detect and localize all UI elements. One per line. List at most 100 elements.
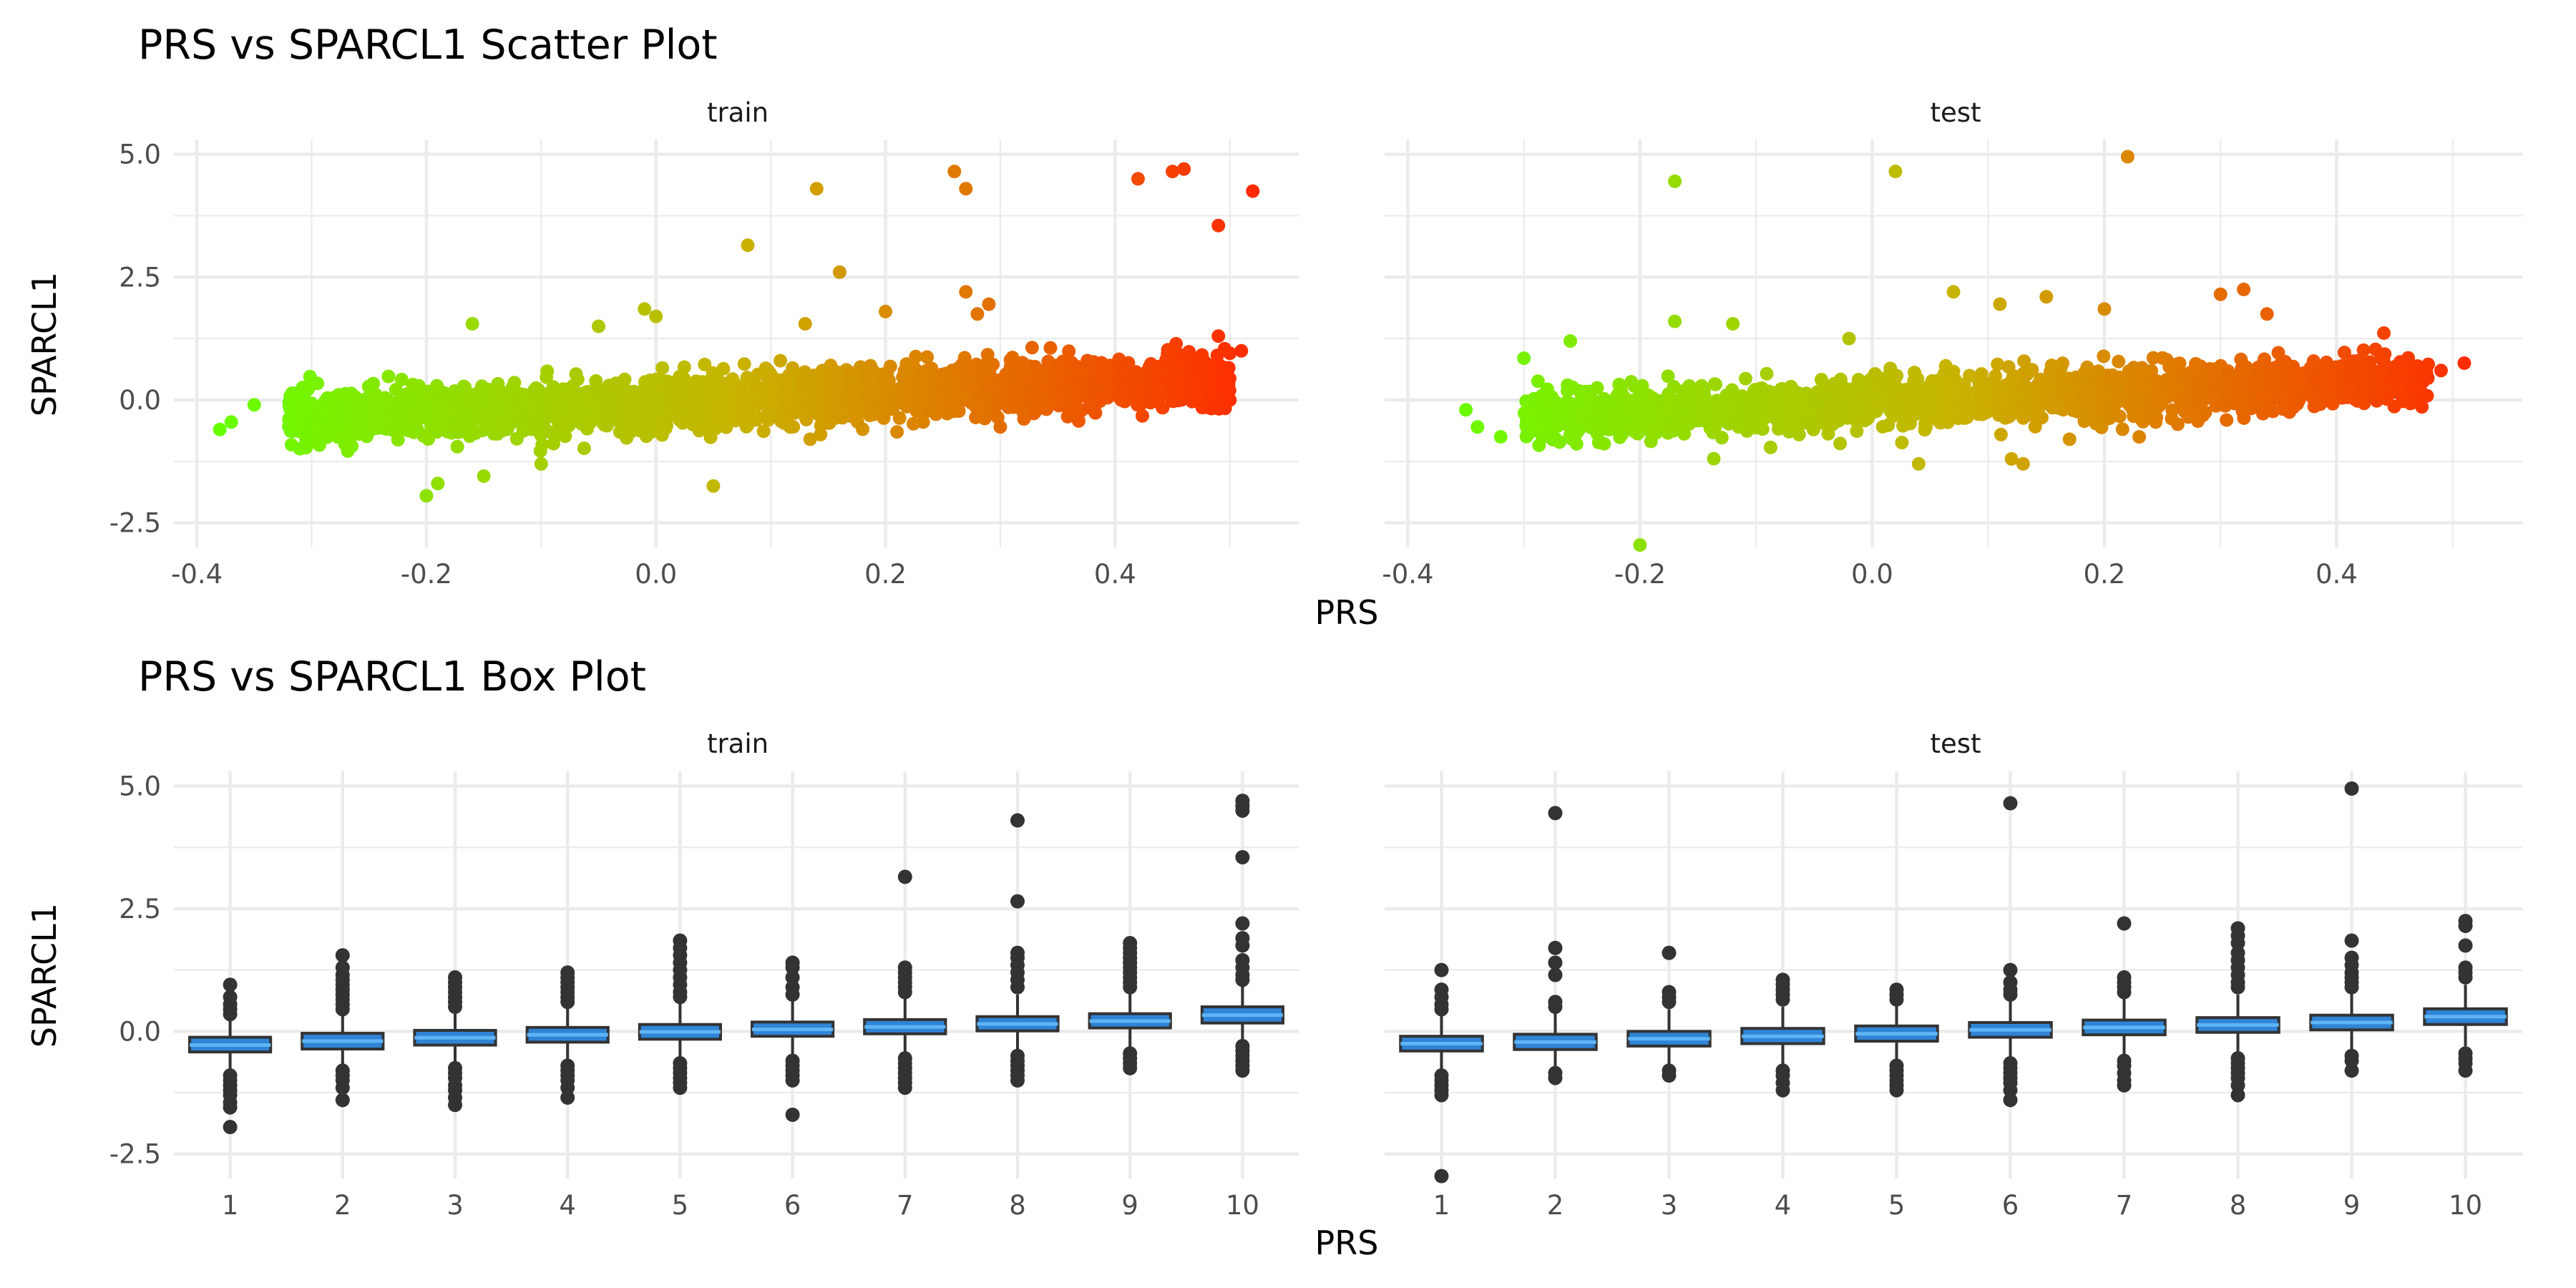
box-outlier	[2003, 962, 2018, 977]
data-point	[2372, 386, 2386, 401]
data-point	[2376, 354, 2391, 369]
data-point	[1166, 394, 1180, 409]
data-point	[621, 416, 635, 431]
data-point	[1888, 371, 1902, 386]
data-point	[345, 439, 359, 453]
data-point	[312, 400, 326, 414]
data-point	[1071, 386, 1085, 401]
data-point	[2006, 371, 2020, 386]
data-point	[2220, 413, 2234, 427]
data-point	[213, 422, 227, 436]
data-point	[2289, 369, 2303, 383]
box-outlier	[1548, 955, 1563, 970]
data-point	[1698, 401, 1712, 416]
data-point	[737, 389, 751, 403]
box-outlier	[335, 1002, 350, 1017]
data-point	[1571, 422, 1585, 436]
data-point	[809, 182, 824, 196]
data-point	[2062, 432, 2077, 447]
data-point	[2097, 349, 2111, 364]
data-point	[370, 393, 384, 406]
data-point	[2304, 387, 2318, 401]
data-point	[1234, 343, 1249, 358]
box-outlier	[785, 970, 800, 985]
data-point	[1707, 452, 1721, 466]
data-point	[2147, 401, 2161, 416]
data-point	[1865, 387, 1880, 401]
data-point	[842, 386, 856, 401]
data-point	[1136, 384, 1151, 398]
data-point	[1101, 369, 1115, 383]
data-point	[1091, 381, 1104, 395]
data-point	[517, 419, 531, 434]
data-point	[381, 369, 396, 384]
data-point	[1722, 401, 1736, 416]
data-point	[1875, 419, 1890, 434]
data-point	[1670, 405, 1684, 419]
data-point	[2167, 378, 2181, 392]
box-outlier	[897, 869, 912, 884]
data-point	[1043, 341, 1058, 355]
data-point	[1211, 329, 1226, 343]
data-point	[431, 477, 445, 491]
data-point	[2026, 396, 2040, 411]
data-point	[1532, 438, 1546, 452]
box-title: PRS vs SPARCL1 Box Plot	[138, 653, 646, 701]
data-point	[1569, 404, 1583, 419]
data-point	[2082, 384, 2096, 398]
data-point	[1601, 399, 1615, 414]
data-point	[890, 425, 904, 439]
data-point	[341, 409, 355, 424]
data-point	[2419, 367, 2434, 381]
data-point	[939, 366, 953, 381]
data-point	[1004, 394, 1018, 408]
data-point	[982, 297, 996, 311]
data-point	[2143, 370, 2157, 384]
data-point	[2016, 457, 2030, 471]
data-point	[2346, 354, 2360, 369]
box-outlier	[1548, 967, 1563, 982]
box-outlier	[2117, 1078, 2132, 1093]
data-point	[665, 394, 680, 409]
data-point	[783, 420, 797, 434]
data-point	[2384, 374, 2399, 389]
data-point	[737, 357, 751, 371]
box-outlier	[1548, 806, 1563, 821]
data-point	[1136, 409, 1149, 423]
data-point	[566, 389, 580, 404]
x-tick-label: 0.0	[1851, 559, 1893, 590]
data-point	[1866, 405, 1880, 419]
data-point	[2434, 364, 2448, 378]
data-point	[2096, 389, 2109, 404]
box-outlier	[2003, 1093, 2018, 1108]
x-tick-label: 3	[1661, 1190, 1678, 1221]
data-point	[2127, 409, 2141, 424]
data-point	[1812, 384, 1826, 399]
x-tick-label: 1	[1433, 1190, 1450, 1221]
data-point	[1896, 419, 1911, 433]
box-outlier	[785, 1073, 800, 1088]
data-point	[406, 425, 421, 439]
data-point	[698, 357, 712, 371]
data-point	[1140, 371, 1154, 385]
data-point	[1938, 366, 1951, 381]
data-point	[1624, 375, 1639, 389]
data-point	[1858, 414, 1872, 428]
box-outlier	[2344, 933, 2359, 948]
data-point	[1619, 414, 1634, 428]
data-point	[1911, 387, 1925, 401]
box-outlier	[785, 1107, 800, 1122]
data-point	[649, 372, 663, 386]
data-point	[1060, 409, 1075, 424]
data-point	[655, 428, 669, 442]
data-point	[494, 386, 508, 400]
box-outlier	[560, 1080, 575, 1096]
box-outlier	[2003, 796, 2018, 811]
data-point	[419, 489, 434, 503]
data-point	[2115, 422, 2129, 436]
data-point	[1582, 384, 1596, 399]
x-tick-label: 9	[2343, 1190, 2361, 1221]
data-point	[877, 396, 892, 410]
box-outlier	[2344, 781, 2359, 796]
